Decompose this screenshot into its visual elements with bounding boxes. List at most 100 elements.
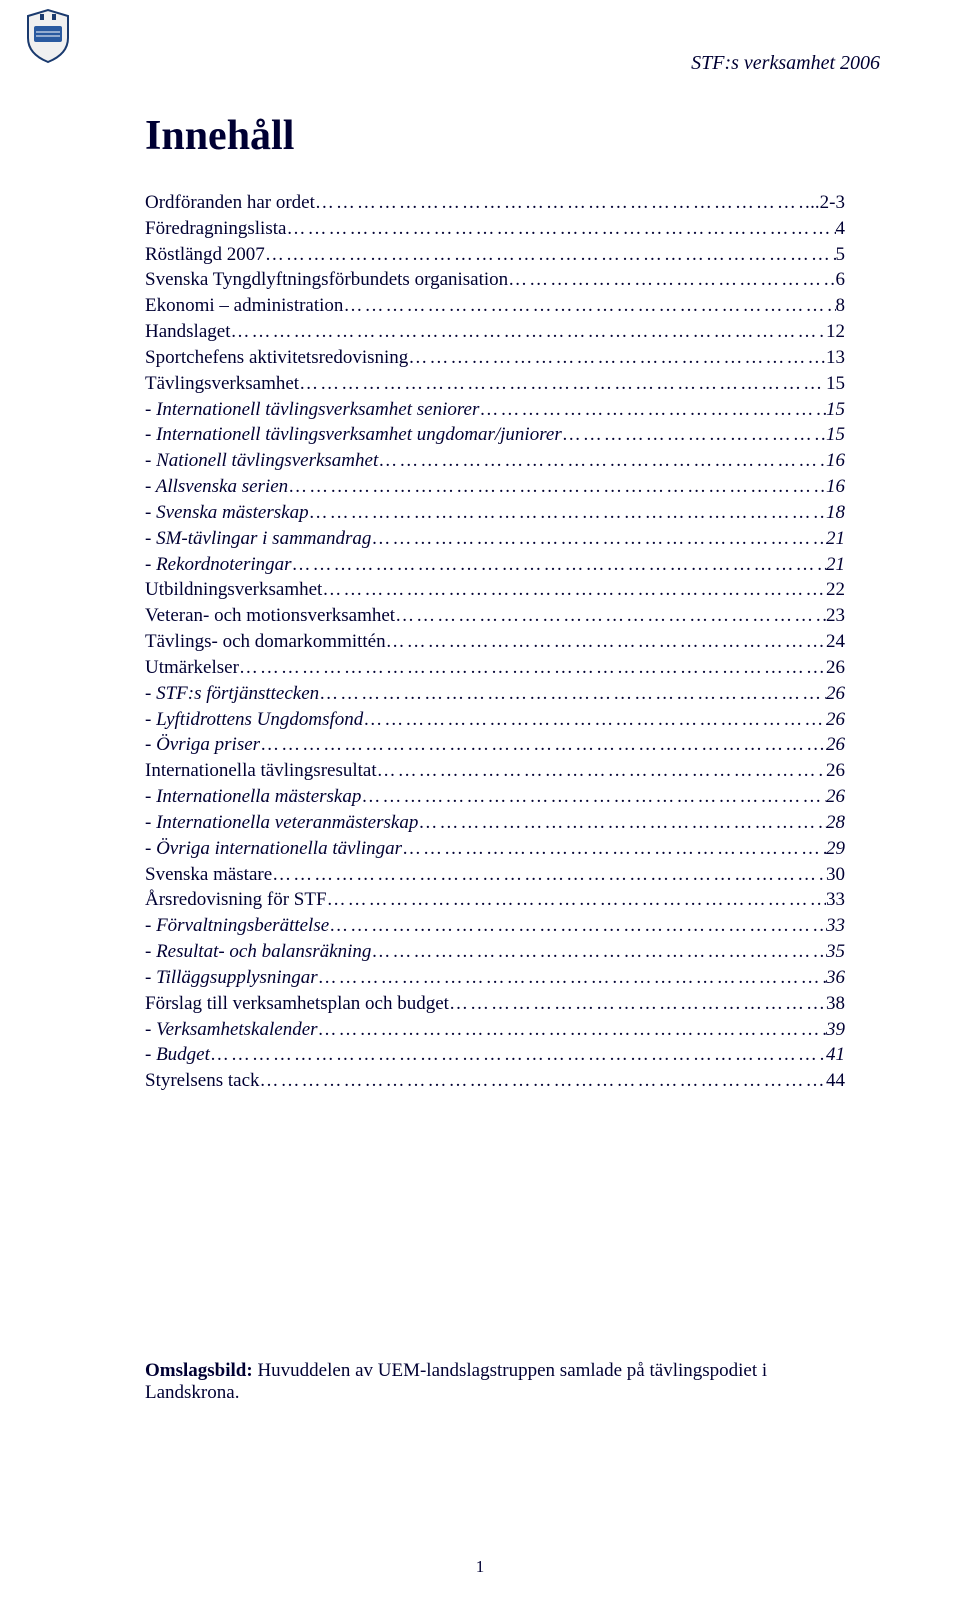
toc-page: 30 [826, 862, 845, 888]
toc-leader-dots: …………………………………………………………………………………………………………… [508, 267, 835, 293]
toc-entry: - Allsvenska serien………………………………………………………… [145, 474, 845, 500]
toc-entry: Svenska mästare…………………………………………………………………… [145, 862, 845, 888]
toc-entry: Tävlings- och domarkommittén………………………………… [145, 629, 845, 655]
toc-leader-dots: …………………………………………………………………………………………………………… [265, 242, 836, 268]
toc-page: ..2-3 [810, 190, 845, 216]
toc-entry: Förslag till verksamhetsplan och budget…… [145, 991, 845, 1017]
toc-page: 38 [826, 991, 845, 1017]
toc-label: - Rekordnoteringar [145, 552, 292, 578]
toc-label: - Budget [145, 1042, 210, 1068]
toc-label: Ordföranden har ordet [145, 190, 315, 216]
toc-leader-dots: …………………………………………………………………………………………………………… [309, 500, 826, 526]
toc-page: 13 [826, 345, 845, 371]
toc-page: 33 [826, 887, 845, 913]
toc-leader-dots: …………………………………………………………………………………………………………… [315, 190, 810, 216]
toc-label: Utmärkelser [145, 655, 239, 681]
toc-page: 36 [826, 965, 845, 991]
toc-leader-dots: …………………………………………………………………………………………………………… [272, 862, 826, 888]
toc-leader-dots: …………………………………………………………………………………………………………… [479, 397, 826, 423]
toc-leader-dots: …………………………………………………………………………………………………………… [377, 758, 826, 784]
toc-leader-dots: …………………………………………………………………………………………………………… [449, 991, 826, 1017]
toc-page: 4 [836, 216, 846, 242]
toc-page: 16 [826, 448, 845, 474]
toc-label: - Internationell tävlingsverksamhet seni… [145, 397, 479, 423]
toc-page: 41 [826, 1042, 845, 1068]
toc-page: 16 [826, 474, 845, 500]
toc-label: Årsredovisning för STF [145, 887, 327, 913]
toc-entry: Styrelsens tack…………………………………………………………………… [145, 1068, 845, 1094]
toc-entry: - STF:s förtjänsttecken……………………………………………… [145, 681, 845, 707]
toc-entry: - Nationell tävlingsverksamhet…………………………… [145, 448, 845, 474]
toc-label: Tävlingsverksamhet [145, 371, 299, 397]
toc-page: 21 [826, 552, 845, 578]
toc-label: - Resultat- och balansräkning [145, 939, 371, 965]
toc-label: Röstlängd 2007 [145, 242, 265, 268]
toc-page: 26 [826, 732, 845, 758]
toc-label: Ekonomi – administration [145, 293, 343, 319]
table-of-contents: Ordföranden har ordet…………………………………………………… [145, 190, 845, 1094]
toc-label: Internationella tävlingsresultat [145, 758, 377, 784]
toc-leader-dots: …………………………………………………………………………………………………………… [286, 216, 835, 242]
toc-page: 18 [826, 500, 845, 526]
toc-page: 35 [826, 939, 845, 965]
toc-page: 29 [826, 836, 845, 862]
toc-label: Handslaget [145, 319, 230, 345]
toc-page: 6 [836, 267, 846, 293]
toc-entry: Sportchefens aktivitetsredovisning………………… [145, 345, 845, 371]
toc-label: Föredragningslista [145, 216, 286, 242]
toc-entry: Röstlängd 2007……………………………………………………………………… [145, 242, 845, 268]
toc-page: 15 [826, 371, 845, 397]
toc-label: - Nationell tävlingsverksamhet [145, 448, 378, 474]
toc-leader-dots: …………………………………………………………………………………………………………… [386, 629, 826, 655]
toc-leader-dots: …………………………………………………………………………………………………………… [363, 707, 826, 733]
toc-entry: - Internationella veteranmästerskap……………… [145, 810, 845, 836]
toc-entry: - Tilläggsupplysningar………………………………………………… [145, 965, 845, 991]
toc-label: Tävlings- och domarkommittén [145, 629, 386, 655]
toc-entry: Ordföranden har ordet…………………………………………………… [145, 190, 845, 216]
toc-entry: - Förvaltningsberättelse…………………………………………… [145, 913, 845, 939]
toc-leader-dots: …………………………………………………………………………………………………………… [378, 448, 826, 474]
toc-entry: - Resultat- och balansräkning……………………………… [145, 939, 845, 965]
toc-label: Sportchefens aktivitetsredovisning [145, 345, 408, 371]
toc-label: Veteran- och motionsverksamhet [145, 603, 395, 629]
toc-page: 33 [826, 913, 845, 939]
toc-label: Förslag till verksamhetsplan och budget [145, 991, 449, 1017]
toc-entry: - Övriga priser…………………………………………………………………… [145, 732, 845, 758]
toc-leader-dots: …………………………………………………………………………………………………………… [343, 293, 835, 319]
toc-page: 44 [826, 1068, 845, 1094]
toc-page: 26 [826, 681, 845, 707]
toc-leader-dots: …………………………………………………………………………………………………………… [260, 1068, 826, 1094]
toc-leader-dots: …………………………………………………………………………………………………………… [288, 474, 826, 500]
caption-label: Omslagsbild: [145, 1360, 253, 1381]
toc-page: 12 [826, 319, 845, 345]
toc-leader-dots: …………………………………………………………………………………………………………… [299, 371, 826, 397]
toc-label: Styrelsens tack [145, 1068, 260, 1094]
toc-entry: - Lyftidrottens Ungdomsfond…………………………………… [145, 707, 845, 733]
toc-entry: - Rekordnoteringar…………………………………………………………… [145, 552, 845, 578]
toc-leader-dots: …………………………………………………………………………………………………………… [371, 939, 826, 965]
toc-entry: Veteran- och motionsverksamhet…………………………… [145, 603, 845, 629]
toc-label: - Övriga internationella tävlingar [145, 836, 402, 862]
toc-label: Utbildningsverksamhet [145, 577, 322, 603]
toc-entry: Årsredovisning för STF………………………………………………… [145, 887, 845, 913]
toc-page: 26 [826, 707, 845, 733]
toc-label: - Internationella veteranmästerskap [145, 810, 418, 836]
toc-leader-dots: …………………………………………………………………………………………………………… [408, 345, 826, 371]
toc-entry: Ekonomi – administration…………………………………………… [145, 293, 845, 319]
toc-page: 15 [826, 397, 845, 423]
toc-entry: Utbildningsverksamhet…………………………………………………… [145, 577, 845, 603]
toc-entry: - Verksamhetskalender…………………………………………………… [145, 1017, 845, 1043]
toc-leader-dots: …………………………………………………………………………………………………………… [318, 965, 826, 991]
logo-emblem [18, 8, 78, 64]
toc-page: 23 [826, 603, 845, 629]
document-header: STF:s verksamhet 2006 [691, 52, 880, 75]
toc-entry: - Svenska mästerskap……………………………………………………… [145, 500, 845, 526]
toc-entry: Internationella tävlingsresultat……………………… [145, 758, 845, 784]
toc-leader-dots: …………………………………………………………………………………………………………… [329, 913, 826, 939]
toc-label: - Internationella mästerskap [145, 784, 361, 810]
toc-entry: - Internationell tävlingsverksamhet seni… [145, 397, 845, 423]
toc-entry: - Budget……………………………………………………………………………………… [145, 1042, 845, 1068]
toc-page: 21 [826, 526, 845, 552]
toc-entry: Svenska Tyngdlyftningsförbundets organis… [145, 267, 845, 293]
toc-leader-dots: …………………………………………………………………………………………………………… [418, 810, 826, 836]
